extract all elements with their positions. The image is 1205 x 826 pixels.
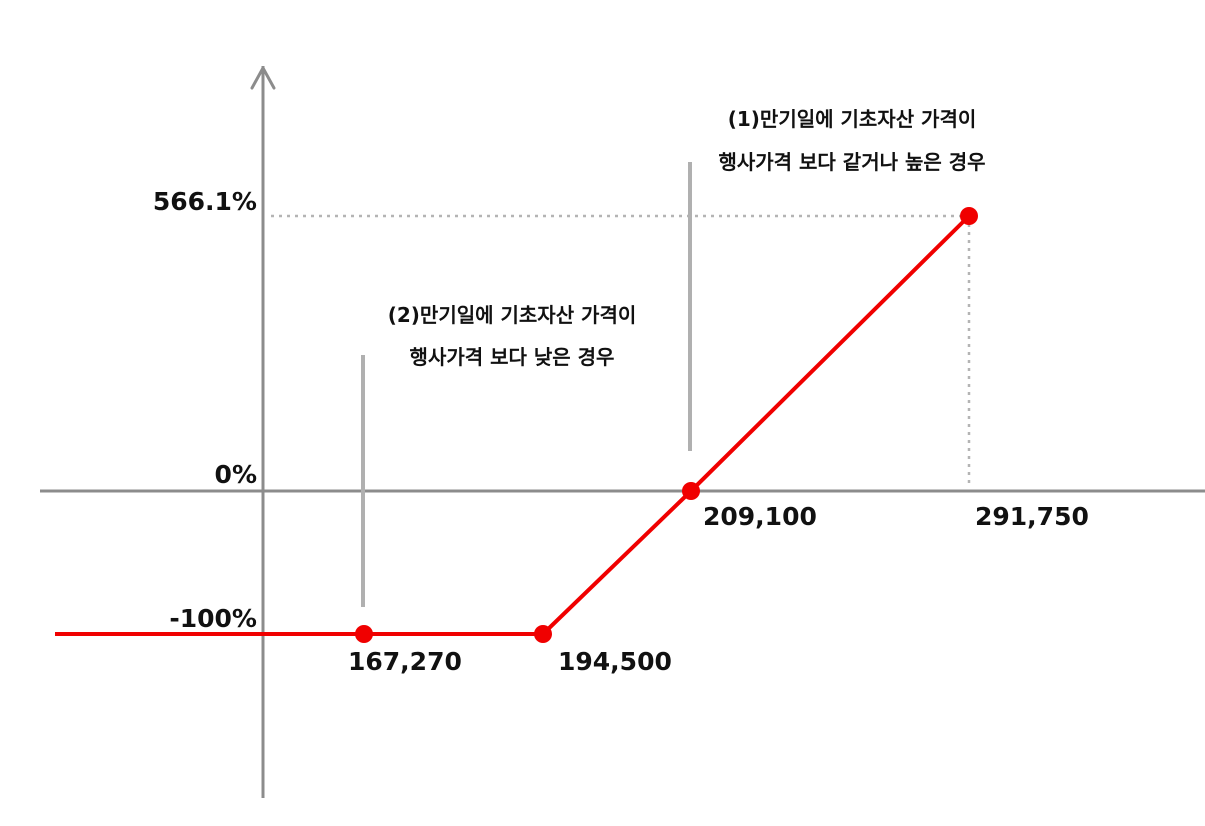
annotation-1-line-1: (1)만기일에 기초자산 가격이 xyxy=(728,107,977,131)
y-tick-label-566: 566.1% xyxy=(153,187,257,216)
payoff-points xyxy=(355,207,978,643)
annotation-2-line-2: 행사가격 보다 낮은 경우 xyxy=(410,345,615,369)
annotations: (1)만기일에 기초자산 가격이 행사가격 보다 같거나 높은 경우 (2)만기… xyxy=(388,107,986,369)
annotation-2-line-1: (2)만기일에 기초자산 가격이 xyxy=(388,303,637,327)
data-point-167270 xyxy=(355,625,373,643)
x-tick-label-291750: 291,750 xyxy=(975,502,1089,531)
annotation-leaders xyxy=(361,162,692,607)
x-tick-labels: 167,270 194,500 209,100 291,750 xyxy=(348,502,1089,676)
y-tick-label-minus-100: -100% xyxy=(169,604,257,633)
annotation-1-line-2: 행사가격 보다 같거나 높은 경우 xyxy=(718,150,985,174)
payoff-line xyxy=(55,214,971,636)
data-point-291750 xyxy=(960,207,978,225)
y-tick-labels: 566.1% 0% -100% xyxy=(153,187,257,633)
x-tick-label-167270: 167,270 xyxy=(348,647,462,676)
x-tick-label-209100: 209,100 xyxy=(703,502,817,531)
y-axis-arrow-icon xyxy=(250,66,276,90)
axes xyxy=(40,66,1205,798)
data-point-209100 xyxy=(682,482,700,500)
x-tick-label-194500: 194,500 xyxy=(558,647,672,676)
data-point-194500 xyxy=(534,625,552,643)
payoff-series xyxy=(55,214,971,636)
guide-lines xyxy=(271,214,971,487)
y-tick-label-0: 0% xyxy=(215,460,257,489)
